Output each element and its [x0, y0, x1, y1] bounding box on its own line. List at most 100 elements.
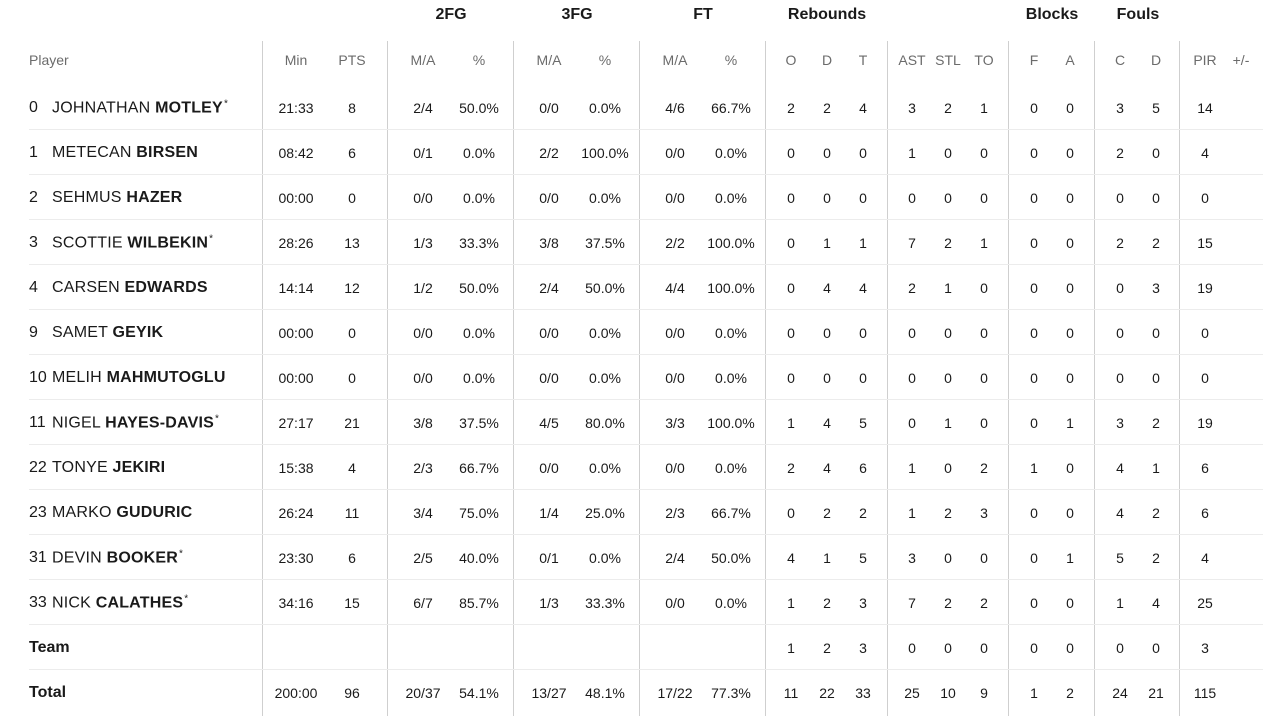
player-row[interactable]: 22 TONYE JEKIRI 15:38 4 2/3 66.7% 0/0 0.0% 0/0 0.…: [0, 445, 1277, 490]
player-number: 33: [29, 593, 47, 611]
cell-blk-f: 0: [1030, 504, 1038, 521]
header-foul-d: D: [1150, 52, 1162, 68]
cell-ast: 3: [908, 549, 916, 566]
cell-pir: 3: [1201, 639, 1209, 656]
player-name-link[interactable]: SCOTTIE WILBEKIN*: [52, 233, 213, 252]
cell-pts: 8: [348, 99, 356, 116]
cell-pts: 0: [348, 369, 356, 386]
column-separator: [765, 41, 766, 716]
cell-reb-o: 11: [783, 684, 799, 701]
starter-mark: *: [209, 233, 214, 244]
player-row[interactable]: 11 NIGEL HAYES-DAVIS* 27:17 21 3/8 37.5% 4/5 80…: [0, 400, 1277, 445]
cell-reb-o: 1: [787, 639, 795, 656]
cell-blk-f: 0: [1030, 144, 1038, 161]
row-divider: [29, 264, 1263, 265]
cell-blk-f: 0: [1030, 279, 1038, 296]
cell-blk-f: 0: [1030, 324, 1038, 341]
player-row[interactable]: 0 JOHNATHAN MOTLEY* 21:33 8 2/4 50.0% 0/0 0.0% 4…: [0, 85, 1277, 130]
player-name-link[interactable]: NICK CALATHES*: [52, 593, 188, 612]
cell-min: 15:38: [278, 459, 314, 476]
cell-blk-a: 0: [1066, 279, 1074, 296]
cell-reb-o: 4: [787, 549, 795, 566]
group-header-blk: Blocks: [1025, 6, 1079, 23]
cell-blk-f: 0: [1030, 369, 1038, 386]
cell-pir: 0: [1201, 189, 1209, 206]
cell-reb-d: 1: [823, 549, 831, 566]
cell-reb-d: 22: [819, 684, 835, 701]
cell-reb-d: 2: [823, 594, 831, 611]
player-last-name: GUDURIC: [116, 503, 193, 521]
cell-ft-ma: 0/0: [665, 369, 685, 386]
cell-stl: 10: [940, 684, 956, 701]
cell-fg3-ma: 0/0: [539, 189, 559, 206]
cell-reb-t: 4: [859, 99, 867, 116]
cell-fg3-ma: 1/3: [539, 594, 559, 611]
cell-blk-a: 0: [1066, 459, 1074, 476]
player-last-name: MAHMUTOGLU: [106, 368, 226, 386]
player-name-link[interactable]: MARKO GUDURIC: [52, 504, 192, 522]
cell-ft-ma: 2/2: [665, 234, 685, 251]
cell-reb-t: 1: [859, 234, 867, 251]
player-row[interactable]: 33 NICK CALATHES* 34:16 15 6/7 85.7% 1/3 33.3% 0…: [0, 580, 1277, 625]
cell-fg2-ma: 2/5: [413, 549, 433, 566]
header-fg2-ma: M/A: [410, 52, 436, 68]
player-name-link[interactable]: SAMET GEYIK: [52, 324, 163, 342]
cell-fg3-pct: 48.1%: [585, 684, 625, 701]
cell-pts: 96: [344, 684, 360, 701]
cell-ft-pct: 77.3%: [711, 684, 751, 701]
cell-pir: 4: [1201, 549, 1209, 566]
cell-fg3-pct: 50.0%: [585, 279, 625, 296]
header-foul-c: C: [1114, 52, 1126, 68]
player-row[interactable]: 1 METECAN BIRSEN 08:42 6 0/1 0.0% 2/2 100.0% 0/0…: [0, 130, 1277, 175]
player-row[interactable]: 31 DEVIN BOOKER* 23:30 6 2/5 40.0% 0/1 0.0% 2/4 5…: [0, 535, 1277, 580]
cell-fg2-ma: 20/37: [405, 684, 441, 701]
cell-reb-d: 4: [823, 279, 831, 296]
player-first-name: SCOTTIE: [52, 234, 123, 251]
cell-fg2-pct: 37.5%: [459, 414, 499, 431]
row-divider: [29, 399, 1263, 400]
cell-reb-o: 2: [787, 99, 795, 116]
cell-pir: 115: [1193, 684, 1217, 701]
player-row[interactable]: 2 SEHMUS HAZER 00:00 0 0/0 0.0% 0/0 0.0% 0/0 0.0%…: [0, 175, 1277, 220]
player-row[interactable]: 4 CARSEN EDWARDS 14:14 12 1/2 50.0% 2/4 50.0% 4/…: [0, 265, 1277, 310]
player-name-link[interactable]: JOHNATHAN MOTLEY*: [52, 98, 228, 117]
cell-fg2-ma: 3/8: [413, 414, 433, 431]
cell-to: 0: [980, 549, 988, 566]
cell-reb-d: 4: [823, 459, 831, 476]
cell-reb-o: 0: [787, 324, 795, 341]
player-last-name: JEKIRI: [112, 458, 166, 476]
cell-min: 21:33: [278, 99, 314, 116]
cell-min: 00:00: [278, 189, 314, 206]
cell-to: 9: [980, 684, 988, 701]
cell-fg2-pct: 33.3%: [459, 234, 499, 251]
cell-foul-c: 0: [1116, 189, 1124, 206]
player-name-link[interactable]: MELIH MAHMUTOGLU: [52, 369, 226, 387]
row-divider: [29, 444, 1263, 445]
player-name-link[interactable]: NIGEL HAYES-DAVIS*: [52, 413, 219, 432]
cell-to: 1: [980, 234, 988, 251]
row-divider: [29, 489, 1263, 490]
cell-stl: 2: [944, 234, 952, 251]
cell-pir: 19: [1197, 279, 1213, 296]
cell-foul-d: 21: [1148, 684, 1164, 701]
cell-fg2-ma: 0/0: [413, 189, 433, 206]
cell-ast: 3: [908, 99, 916, 116]
cell-min: 27:17: [278, 414, 314, 431]
player-row[interactable]: 10 MELIH MAHMUTOGLU 00:00 0 0/0 0.0% 0/0 0.0% 0/…: [0, 355, 1277, 400]
player-name-link[interactable]: SEHMUS HAZER: [52, 189, 182, 207]
header-plus-minus: +/-: [1232, 52, 1250, 68]
player-name-link[interactable]: CARSEN EDWARDS: [52, 279, 208, 297]
player-row[interactable]: 3 SCOTTIE WILBEKIN* 28:26 13 1/3 33.3% 3/8 37.5…: [0, 220, 1277, 265]
player-name-link[interactable]: METECAN BIRSEN: [52, 144, 198, 162]
cell-ft-ma: 0/0: [665, 324, 685, 341]
cell-ft-pct: 0.0%: [715, 369, 747, 386]
player-row[interactable]: 9 SAMET GEYIK 00:00 0 0/0 0.0% 0/0 0.0% 0/0 0.0% 0…: [0, 310, 1277, 355]
cell-fg2-ma: 2/3: [413, 459, 433, 476]
player-name-link[interactable]: DEVIN BOOKER*: [52, 548, 183, 567]
cell-stl: 0: [944, 639, 952, 656]
cell-reb-d: 2: [823, 99, 831, 116]
player-name-link[interactable]: TONYE JEKIRI: [52, 459, 165, 477]
player-row[interactable]: 23 MARKO GUDURIC 26:24 11 3/4 75.0% 1/4 25.0% 2/…: [0, 490, 1277, 535]
cell-pir: 25: [1197, 594, 1213, 611]
